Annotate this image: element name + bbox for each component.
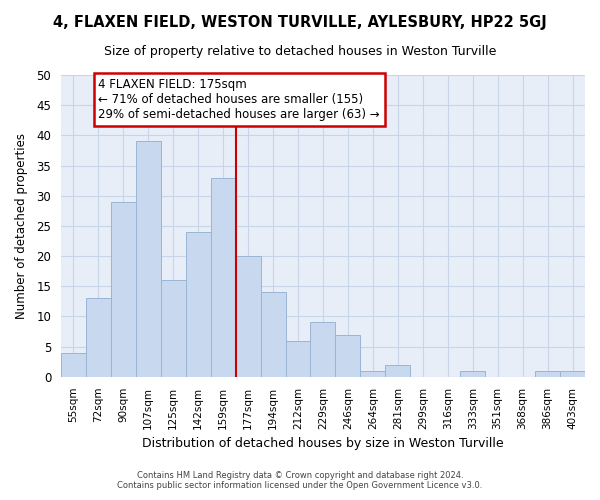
Bar bbox=[86, 298, 111, 377]
Bar bbox=[335, 334, 361, 377]
Bar bbox=[286, 340, 310, 377]
Bar bbox=[535, 371, 560, 377]
Bar bbox=[460, 371, 485, 377]
Bar bbox=[560, 371, 585, 377]
Text: Size of property relative to detached houses in Weston Turville: Size of property relative to detached ho… bbox=[104, 45, 496, 58]
Bar bbox=[61, 352, 86, 377]
Text: Contains HM Land Registry data © Crown copyright and database right 2024.
Contai: Contains HM Land Registry data © Crown c… bbox=[118, 470, 482, 490]
Bar bbox=[236, 256, 260, 377]
Bar bbox=[260, 292, 286, 377]
Bar bbox=[361, 371, 385, 377]
Bar bbox=[310, 322, 335, 377]
X-axis label: Distribution of detached houses by size in Weston Turville: Distribution of detached houses by size … bbox=[142, 437, 504, 450]
Bar bbox=[111, 202, 136, 377]
Bar bbox=[211, 178, 236, 377]
Bar bbox=[186, 232, 211, 377]
Text: 4 FLAXEN FIELD: 175sqm
← 71% of detached houses are smaller (155)
29% of semi-de: 4 FLAXEN FIELD: 175sqm ← 71% of detached… bbox=[98, 78, 380, 121]
Bar bbox=[136, 142, 161, 377]
Text: 4, FLAXEN FIELD, WESTON TURVILLE, AYLESBURY, HP22 5GJ: 4, FLAXEN FIELD, WESTON TURVILLE, AYLESB… bbox=[53, 15, 547, 30]
Y-axis label: Number of detached properties: Number of detached properties bbox=[15, 133, 28, 319]
Bar bbox=[161, 280, 186, 377]
Bar bbox=[385, 364, 410, 377]
